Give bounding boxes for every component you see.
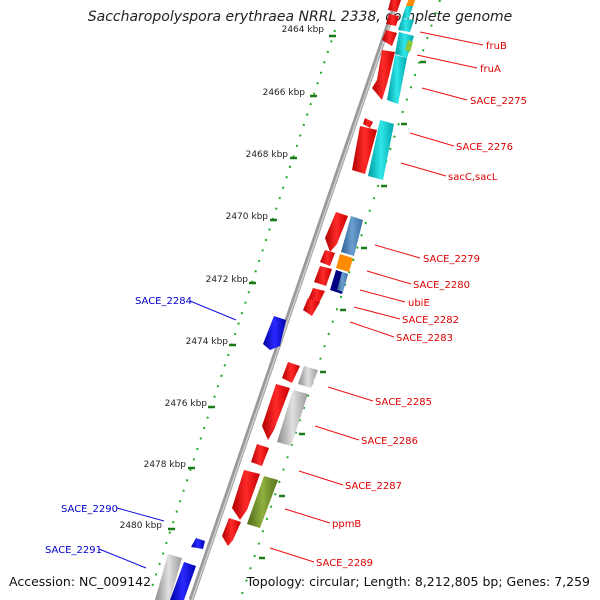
gene-arrow bbox=[372, 50, 395, 100]
gene-arrow bbox=[320, 250, 335, 266]
gene-block bbox=[336, 254, 353, 272]
gene-label-sace-2291: SACE_2291 bbox=[45, 545, 102, 556]
gene-arrow bbox=[314, 266, 332, 286]
gene-block bbox=[155, 554, 182, 600]
genome-backbone bbox=[188, 0, 400, 600]
leader-line bbox=[349, 321, 395, 338]
forward-strand-genes bbox=[222, 0, 401, 546]
kbp-tick-labels: 2464 kbp 2466 kbp 2468 kbp 2470 kbp 2472… bbox=[120, 25, 325, 531]
outer-ticks bbox=[259, 60, 426, 560]
leader-line bbox=[284, 508, 331, 524]
cog-colored-genes bbox=[155, 0, 416, 600]
leader-line bbox=[416, 54, 478, 69]
gene-block bbox=[368, 120, 394, 180]
tick-label: 2464 kbp bbox=[282, 25, 325, 35]
leader-line bbox=[359, 289, 406, 303]
right-leader-lines bbox=[269, 31, 484, 563]
leader-line bbox=[314, 425, 360, 441]
gene-block bbox=[405, 40, 413, 52]
left-gene-labels: SACE_2284 SACE_2290 SACE_2291 bbox=[45, 296, 192, 556]
gene-label-fruA: fruA bbox=[480, 64, 501, 75]
gene-block bbox=[406, 0, 416, 6]
gene-arrow bbox=[263, 316, 286, 350]
tick-label: 2468 kbp bbox=[246, 150, 289, 160]
gene-label-ppmB: ppmB bbox=[332, 519, 361, 530]
gene-label-fruB: fruB bbox=[486, 41, 507, 52]
gene-block bbox=[337, 272, 348, 292]
gene-arrow bbox=[262, 384, 290, 440]
accession-text: Accession: NC_009142 bbox=[9, 574, 152, 589]
right-gene-labels: fruB fruA SACE_2275 SACE_2276 sacC,sacL … bbox=[316, 41, 527, 569]
leader-line bbox=[116, 507, 165, 522]
gene-label-sace-2279: SACE_2279 bbox=[423, 254, 480, 265]
gene-block bbox=[298, 366, 318, 388]
tick-label: 2472 kbp bbox=[206, 275, 249, 285]
gene-label-sace-2276: SACE_2276 bbox=[456, 142, 513, 153]
left-leader-lines bbox=[98, 300, 237, 569]
gene-block bbox=[341, 216, 363, 256]
gene-label-sace-2289: SACE_2289 bbox=[316, 558, 373, 569]
leader-line bbox=[409, 132, 455, 147]
gene-arrow bbox=[191, 538, 205, 549]
tick-label: 2474 kbp bbox=[186, 337, 229, 347]
tick-label: 2478 kbp bbox=[144, 460, 187, 470]
tick-label: 2466 kbp bbox=[263, 88, 306, 98]
gene-arrow bbox=[251, 444, 269, 466]
gene-label-sace-2287: SACE_2287 bbox=[345, 481, 402, 492]
leader-line bbox=[400, 162, 447, 177]
reverse-strand-genes bbox=[170, 316, 286, 600]
gene-block bbox=[402, 6, 413, 18]
leader-line bbox=[374, 244, 421, 259]
leader-line bbox=[269, 547, 315, 563]
gene-arrow bbox=[352, 126, 377, 174]
gene-label-sace-2286: SACE_2286 bbox=[361, 436, 418, 447]
gene-arrow bbox=[170, 562, 196, 600]
gene-arrow bbox=[232, 470, 260, 520]
topology-text: Topology: circular; Length: 8,212,805 bp… bbox=[246, 574, 590, 589]
gene-arrow bbox=[386, 14, 399, 26]
tick-label: 2476 kbp bbox=[165, 399, 208, 409]
gene-arrow bbox=[388, 0, 401, 12]
gene-label-sace-2282: SACE_2282 bbox=[402, 315, 459, 326]
outer-ruler bbox=[239, 0, 441, 600]
gene-block bbox=[277, 390, 308, 446]
gene-block bbox=[387, 55, 407, 104]
leader-line bbox=[298, 470, 344, 486]
gene-block bbox=[247, 476, 278, 528]
leader-line bbox=[366, 270, 412, 285]
gene-arrow bbox=[308, 288, 325, 303]
gene-arrow bbox=[303, 298, 320, 316]
gene-arrow bbox=[325, 212, 348, 252]
gene-label-sace-2290: SACE_2290 bbox=[61, 504, 118, 515]
leader-line bbox=[419, 31, 484, 46]
gene-label-ubiE: ubiE bbox=[408, 298, 430, 309]
kbp-ticks bbox=[168, 34, 336, 531]
leader-line bbox=[98, 548, 147, 569]
tick-label: 2480 kbp bbox=[120, 521, 163, 531]
gene-label-sace-2275: SACE_2275 bbox=[470, 96, 527, 107]
leader-line bbox=[327, 386, 374, 402]
tick-label: 2470 kbp bbox=[226, 212, 269, 222]
gene-arrow bbox=[363, 118, 373, 128]
genome-backbone-highlight bbox=[191, 0, 399, 600]
gene-label-sace-2283: SACE_2283 bbox=[396, 333, 453, 344]
gene-label-sace-2284: SACE_2284 bbox=[135, 296, 192, 307]
leader-line bbox=[421, 87, 468, 101]
gene-arrow bbox=[382, 30, 397, 46]
leader-line bbox=[189, 300, 237, 321]
gene-block bbox=[395, 32, 414, 58]
gene-label-sace-2280: SACE_2280 bbox=[413, 280, 470, 291]
gene-arrow bbox=[222, 518, 241, 546]
gene-arrow bbox=[282, 362, 300, 383]
gene-label-sacC-sacL: sacC,sacL bbox=[448, 172, 498, 183]
leader-line bbox=[353, 306, 401, 320]
gene-block bbox=[398, 18, 414, 32]
gene-label-sace-2285: SACE_2285 bbox=[375, 397, 432, 408]
